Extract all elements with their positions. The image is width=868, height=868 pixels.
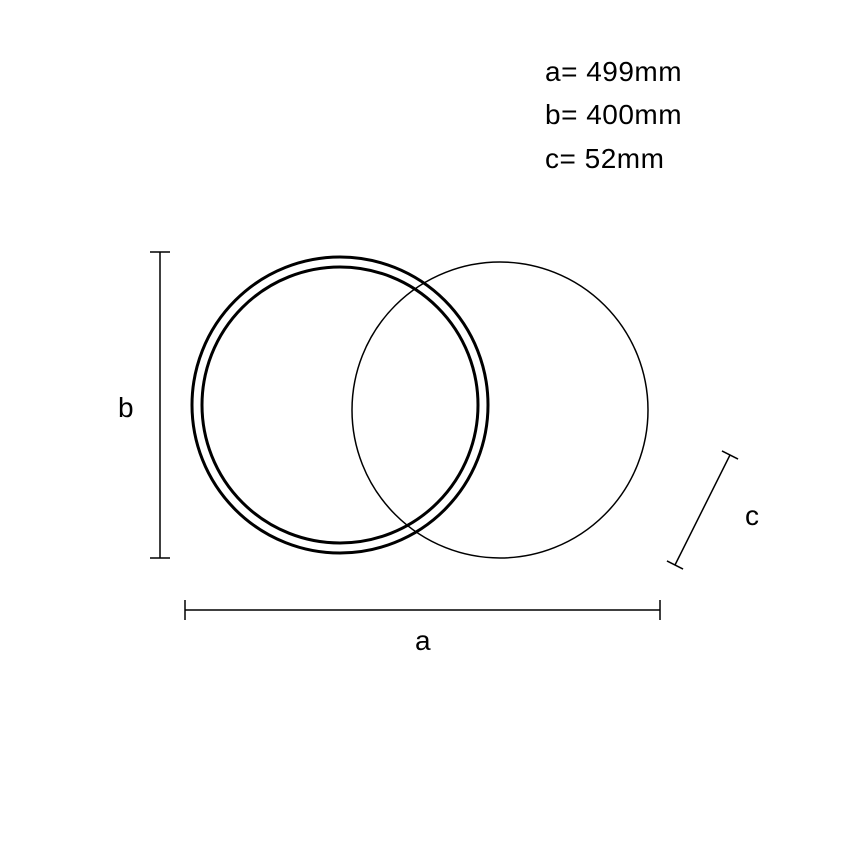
dim-label-a: a bbox=[415, 625, 431, 657]
drawing-svg bbox=[0, 0, 868, 868]
dim-label-b: b bbox=[118, 392, 134, 424]
dim-label-c: c bbox=[745, 500, 759, 532]
diagram-canvas: a= 499mm b= 400mm c= 52mm b a c bbox=[0, 0, 868, 868]
